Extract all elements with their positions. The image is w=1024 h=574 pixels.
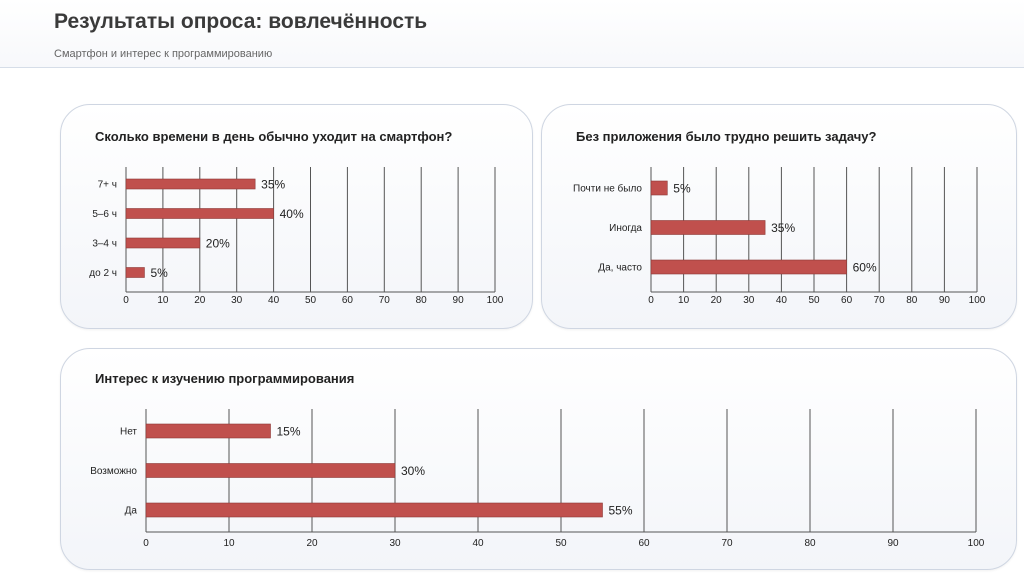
data-label: 55%: [609, 504, 633, 518]
bar: [145, 463, 396, 478]
bar: [650, 259, 847, 275]
bar: [650, 220, 766, 235]
x-tick-label: 60: [638, 538, 650, 549]
page-subtitle: Смартфон и интерес к программированию: [54, 48, 273, 60]
x-tick-label: 60: [841, 295, 853, 306]
x-tick-label: 80: [906, 295, 918, 306]
x-tick-label: 50: [555, 538, 567, 549]
x-tick-label: 50: [305, 295, 317, 306]
x-tick-label: 30: [231, 295, 243, 306]
x-tick-label: 40: [268, 295, 280, 306]
x-tick-label: 30: [389, 538, 401, 549]
x-tick-label: 90: [887, 538, 899, 549]
x-tick-label: 70: [379, 295, 391, 306]
x-tick-label: 80: [416, 295, 428, 306]
bar: [650, 180, 668, 196]
x-tick-label: 60: [342, 295, 354, 306]
x-tick-label: 30: [743, 295, 755, 306]
bar: [125, 208, 274, 219]
category-label: 3–4 ч: [92, 239, 117, 250]
chart-card-programming-interest: Интерес к изучению программирования 0 10 2…: [60, 348, 1017, 570]
data-label: 30%: [401, 464, 425, 478]
x-tick-label: 10: [678, 295, 690, 306]
data-label: 40%: [280, 207, 304, 221]
category-label: 5–6 ч: [92, 209, 117, 220]
data-label: 35%: [771, 221, 795, 235]
bar-chart-programming-interest: 0 10 20 30 40 50 60 70 80 90 100 Нет 15% Возможно 30% Д…: [90, 409, 985, 549]
bar: [125, 237, 201, 249]
x-tick-label: 90: [453, 295, 465, 306]
chart-card-smartphone-time: Сколько времени в день обычно уходит на …: [60, 104, 533, 329]
chart-title: Сколько времени в день обычно уходит на …: [95, 129, 453, 144]
data-label: 20%: [206, 237, 230, 251]
x-tick-label: 10: [157, 295, 169, 306]
x-tick-label: 80: [804, 538, 816, 549]
x-tick-label: 40: [776, 295, 788, 306]
x-tick-label: 40: [472, 538, 484, 549]
data-label: 60%: [853, 261, 877, 275]
x-tick-label: 20: [306, 538, 318, 549]
bar-chart-app-dependence: 0 10 20 30 40 50 60 70 80 90 100 Почти не было 5% Ино…: [573, 167, 986, 306]
chart-title: Интерес к изучению программирования: [95, 371, 355, 386]
category-label: Да, часто: [598, 263, 642, 274]
bar: [145, 502, 603, 518]
category-label: 7+ ч: [98, 180, 117, 191]
page-title: Результаты опроса: вовлечённость: [54, 10, 428, 33]
x-tick-label: 70: [721, 538, 733, 549]
data-label: 35%: [261, 178, 285, 192]
bar: [145, 423, 271, 439]
bar: [125, 267, 145, 278]
chart-card-app-dependence: Без приложения было трудно решить задачу…: [541, 104, 1017, 329]
category-label: Да: [125, 506, 138, 517]
category-label: Возможно: [90, 466, 137, 477]
data-label: 5%: [150, 266, 168, 280]
x-tick-label: 0: [648, 295, 654, 306]
data-label: 15%: [277, 425, 301, 439]
chart-title: Без приложения было трудно решить задачу…: [576, 129, 877, 144]
x-tick-label: 90: [939, 295, 951, 306]
bar: [125, 178, 256, 190]
x-tick-label: 100: [968, 538, 985, 549]
x-tick-label: 100: [487, 295, 504, 306]
x-tick-label: 0: [143, 538, 149, 549]
page-header: Результаты опроса: вовлечённость Смартфо…: [0, 0, 1024, 68]
x-tick-label: 50: [808, 295, 820, 306]
x-tick-label: 10: [223, 538, 235, 549]
bar-chart-smartphone-time: 0 10 20 30 40 50 60 70 80 90 100 7+ ч 35% 5–6 ч 40% 3–4…: [89, 167, 504, 306]
x-tick-label: 20: [711, 295, 723, 306]
category-label: Почти не было: [573, 183, 642, 195]
x-tick-label: 70: [874, 295, 886, 306]
x-tick-label: 100: [969, 295, 986, 306]
data-label: 5%: [673, 182, 691, 196]
x-tick-label: 20: [194, 295, 206, 306]
category-label: Иногда: [609, 223, 642, 234]
category-label: Нет: [120, 427, 137, 438]
category-label: до 2 ч: [89, 268, 117, 279]
x-tick-label: 0: [123, 295, 129, 306]
